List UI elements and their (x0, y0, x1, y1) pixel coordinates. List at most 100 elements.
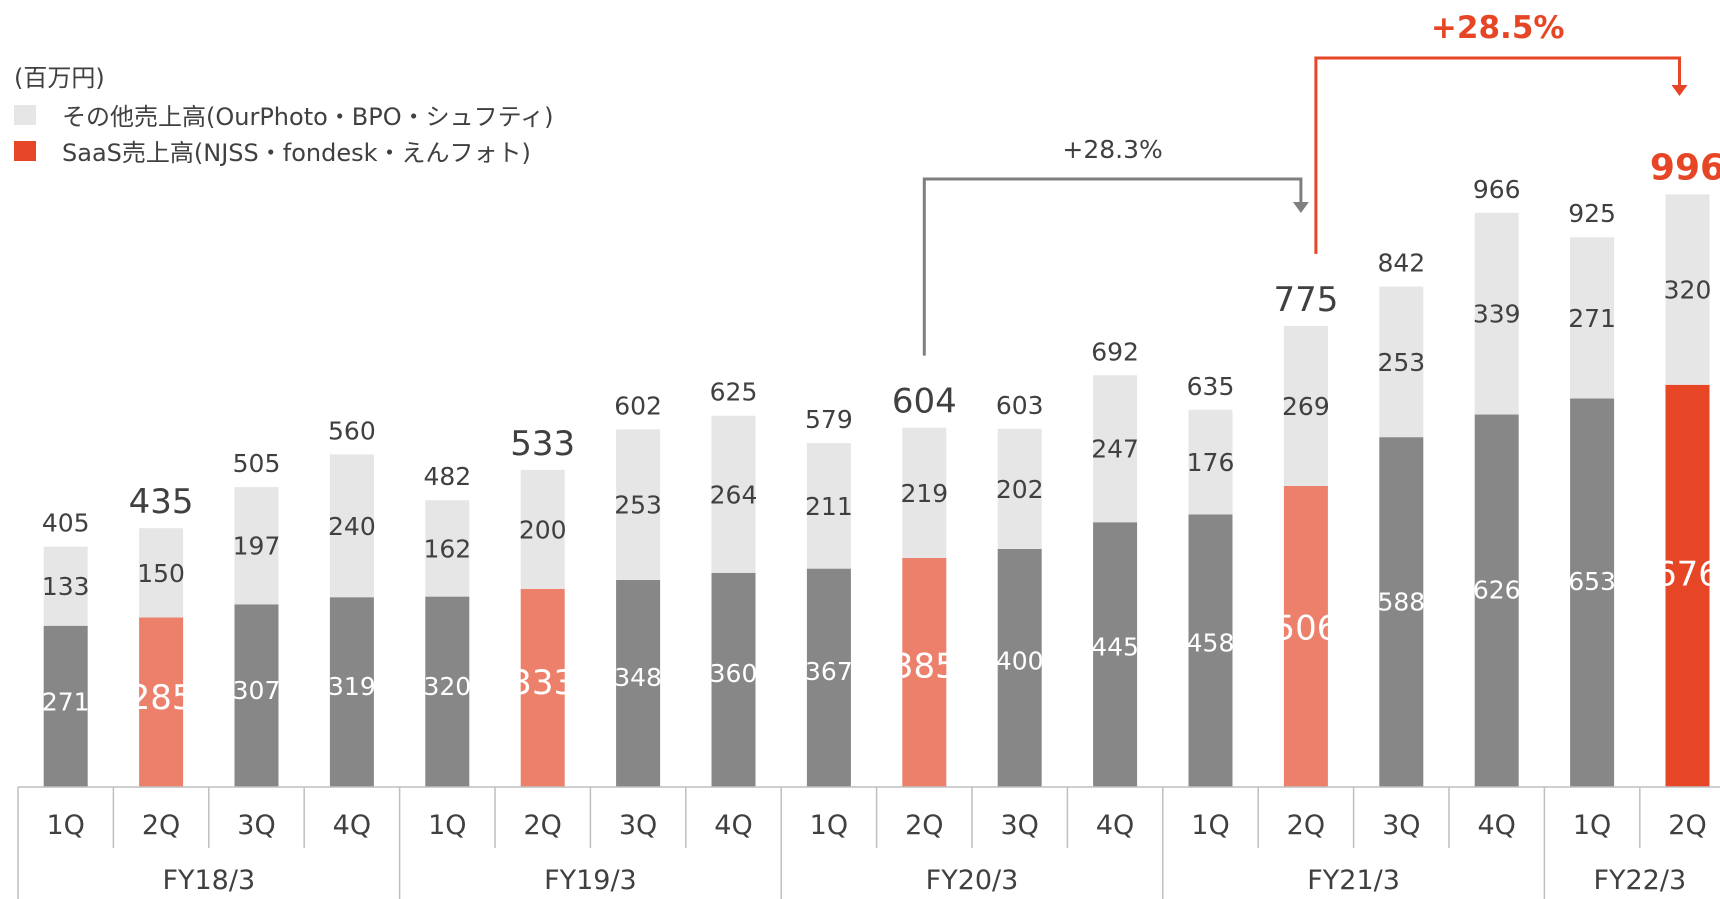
label-saas-value: 333 (510, 663, 575, 703)
bar-other-3 (234, 487, 279, 605)
label-saas-value: 348 (614, 663, 662, 692)
label-other-value: 150 (137, 559, 185, 588)
legend-swatch-saas (14, 140, 36, 161)
label-total-value: 560 (328, 416, 376, 445)
label-other-value: 271 (1568, 304, 1616, 333)
bar-saas-12 (1093, 522, 1138, 787)
label-total-value: 925 (1568, 199, 1616, 228)
label-total-value: 966 (1473, 175, 1521, 204)
label-total-value: 603 (996, 391, 1044, 420)
label-saas-value: 307 (233, 676, 281, 705)
label-other-value: 176 (1187, 448, 1235, 477)
bar-saas-13 (1188, 514, 1233, 787)
bar-saas-11 (997, 549, 1042, 787)
label-total-value: 505 (233, 449, 281, 478)
label-total-value: 579 (805, 405, 853, 434)
bar-saas-8 (711, 572, 756, 787)
label-total-value: 775 (1273, 280, 1338, 320)
label-saas-value: 285 (129, 678, 194, 718)
label-total-value: 625 (710, 378, 758, 407)
bar-saas-10 (902, 557, 947, 787)
bar-other-4 (329, 454, 374, 598)
tick-label-fiscal-year: FY18/3 (162, 865, 255, 896)
label-other-value: 320 (1664, 276, 1712, 305)
label-saas-value: 588 (1377, 587, 1425, 616)
legend-item-saas: SaaS売上高(NJSS・fondesk・えんフォト) (14, 133, 531, 168)
bar-saas-5 (425, 596, 470, 787)
label-saas-value: 626 (1473, 575, 1521, 604)
label-saas-value: 400 (996, 647, 1044, 676)
label-saas-value: 271 (42, 687, 90, 716)
label-saas-value: 676 (1655, 555, 1720, 595)
tick-label-fiscal-year: FY19/3 (544, 865, 637, 896)
label-saas-value: 367 (805, 657, 853, 686)
bar-other-13 (1188, 409, 1233, 515)
tick-label-quarter: 2Q (142, 810, 180, 841)
label-saas-value: 319 (328, 672, 376, 701)
bar-saas-6 (520, 588, 565, 787)
growth-arrow-gray (922, 177, 1303, 356)
tick-label-fiscal-year: FY21/3 (1307, 865, 1400, 896)
label-other-value: 247 (1091, 435, 1139, 464)
tick-label-quarter: 3Q (1000, 810, 1038, 841)
label-total-value: 435 (129, 482, 194, 522)
label-total-value: 635 (1187, 372, 1235, 401)
label-other-value: 202 (996, 475, 1044, 504)
tick-label-quarter: 1Q (810, 810, 848, 841)
label-other-value: 240 (328, 512, 376, 541)
label-total-value: 533 (510, 424, 575, 464)
legend-label-other: その他売上高(OurPhoto・BPO・シュフティ) (62, 103, 554, 131)
tick-label-quarter: 2Q (1287, 810, 1325, 841)
label-total-value: 405 (42, 509, 90, 538)
label-saas-value: 653 (1568, 567, 1616, 596)
tick-label-quarter: 3Q (237, 810, 275, 841)
tick-label-quarter: 1Q (1573, 810, 1611, 841)
tick-label-quarter: 4Q (1477, 810, 1515, 841)
label-other-value: 339 (1473, 300, 1521, 329)
bar-saas-4 (329, 597, 374, 787)
bar-other-7 (616, 429, 661, 580)
label-other-value: 253 (614, 491, 662, 520)
growth-arrow-red (1314, 56, 1681, 254)
label-total-value: 604 (892, 382, 957, 422)
label-other-value: 269 (1282, 392, 1330, 421)
label-saas-value: 360 (710, 659, 758, 688)
growth-label-red: +28.5% (1431, 10, 1565, 46)
growth-arrowhead-gray (1292, 202, 1309, 213)
bar-other-12 (1093, 375, 1138, 523)
tick-label-quarter: 1Q (1191, 810, 1229, 841)
label-other-value: 133 (42, 572, 90, 601)
bar-other-8 (711, 415, 756, 573)
tick-label-quarter: 1Q (46, 810, 84, 841)
bar-other-17 (1570, 237, 1615, 399)
tick-label-quarter: 2Q (1668, 810, 1706, 841)
bar-saas-9 (806, 568, 851, 787)
bar-saas-1 (43, 625, 88, 787)
bar-other-16 (1474, 212, 1519, 415)
label-saas-value: 458 (1187, 628, 1235, 657)
bar-other-6 (520, 469, 565, 589)
tick-label-fiscal-year: FY20/3 (926, 865, 1019, 896)
bar-other-9 (806, 443, 851, 569)
label-other-value: 253 (1377, 348, 1425, 377)
tick-label-quarter: 4Q (1096, 810, 1134, 841)
label-saas-value: 320 (423, 672, 471, 701)
bar-other-10 (902, 427, 947, 558)
label-total-value: 692 (1091, 337, 1139, 366)
label-total-value: 482 (423, 462, 471, 491)
legend-item-other: その他売上高(OurPhoto・BPO・シュフティ) (14, 97, 554, 132)
bar-other-5 (425, 500, 470, 597)
bar-saas-14 (1283, 485, 1328, 787)
label-saas-value: 506 (1273, 608, 1338, 648)
tick-label-quarter: 4Q (333, 810, 371, 841)
bar-saas-3 (234, 604, 279, 787)
bar-saas-15 (1379, 437, 1424, 787)
growth-label-gray: +28.3% (1062, 135, 1162, 164)
label-total-value: 996 (1650, 147, 1720, 188)
unit-label: (百万円) (14, 64, 105, 92)
bar-saas-7 (616, 579, 661, 787)
legend-swatch-other (14, 104, 36, 125)
bar-saas-17 (1570, 398, 1615, 787)
bar-other-18 (1665, 194, 1710, 385)
